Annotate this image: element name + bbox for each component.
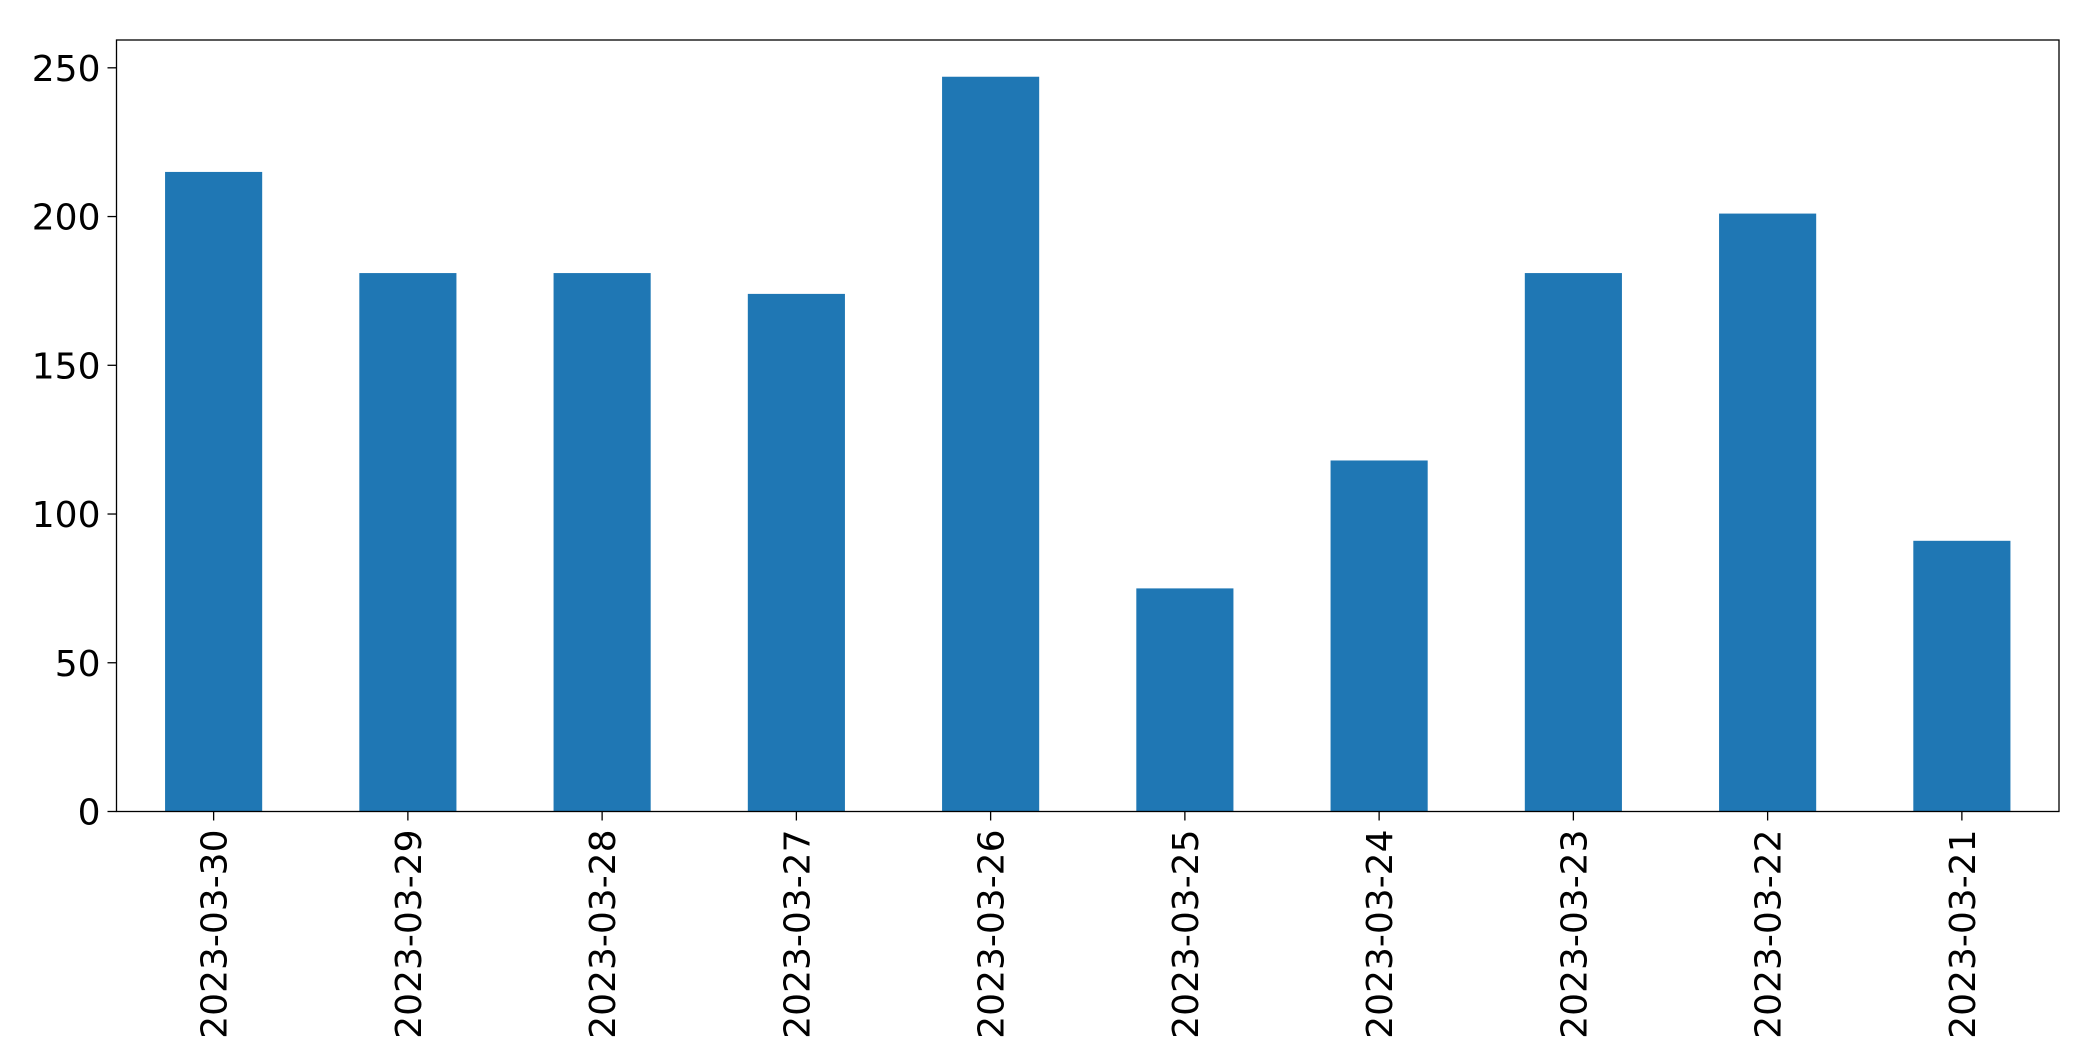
y-tick-label: 250 — [32, 49, 101, 90]
x-tick-label: 2023-03-27 — [777, 830, 818, 1039]
y-tick-label: 0 — [78, 793, 101, 834]
y-tick-label: 100 — [32, 495, 101, 536]
x-tick-label: 2023-03-25 — [1166, 830, 1207, 1039]
x-tick-label: 2023-03-24 — [1360, 830, 1401, 1039]
bar — [1330, 460, 1428, 812]
x-tick-label: 2023-03-21 — [1943, 830, 1984, 1039]
x-tick-label: 2023-03-22 — [1749, 830, 1790, 1039]
x-tick-label: 2023-03-30 — [195, 830, 236, 1039]
bar — [1524, 273, 1622, 812]
x-tick-label: 2023-03-28 — [583, 830, 624, 1039]
x-tick-label: 2023-03-29 — [389, 830, 430, 1039]
y-tick-label: 50 — [55, 644, 101, 685]
plot-frame — [115, 39, 2060, 813]
bar — [553, 273, 651, 812]
bar — [165, 171, 263, 812]
bar — [1913, 540, 2011, 812]
bar — [1719, 213, 1817, 812]
bar — [359, 273, 457, 812]
bar — [747, 293, 845, 812]
y-tick-label: 150 — [32, 346, 101, 387]
x-tick-label: 2023-03-23 — [1554, 830, 1595, 1039]
bar — [942, 76, 1040, 812]
x-tick-label: 2023-03-26 — [972, 830, 1013, 1039]
bar — [1136, 588, 1234, 812]
y-tick-label: 200 — [32, 198, 101, 239]
